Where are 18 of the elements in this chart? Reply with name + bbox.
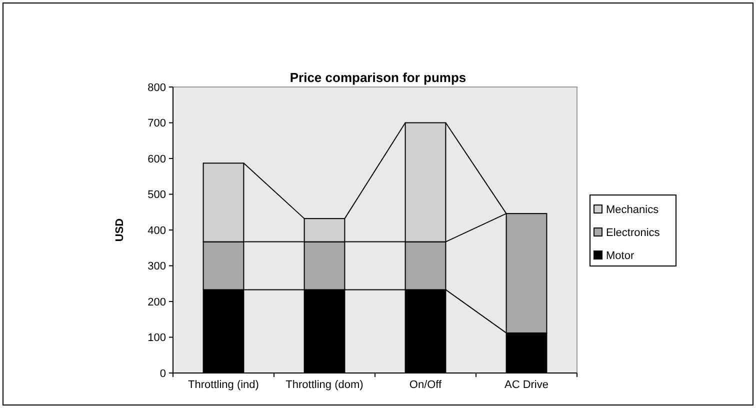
y-tick-label: 700 [148, 118, 166, 130]
y-tick-label: 400 [148, 224, 166, 237]
x-tick-label: On/Off [409, 379, 443, 391]
y-tick-label: 200 [148, 296, 166, 308]
legend-label: Electronics [606, 226, 660, 239]
y-tick-label: 0 [160, 368, 166, 380]
y-tick-label: 100 [148, 332, 166, 344]
y-tick-label: 800 [148, 82, 166, 94]
chart-title: Price comparison for pumps [290, 70, 466, 85]
x-tick-label: Throttling (ind) [188, 379, 259, 391]
legend-label: Motor [606, 250, 634, 262]
x-tick-label: AC Drive [504, 379, 549, 391]
y-tick-label: 500 [148, 189, 166, 202]
legend-label: Mechanics [606, 204, 660, 216]
x-tick-label: Throttling (dom) [286, 379, 364, 391]
y-axis-title: USD [114, 218, 126, 242]
y-tick-label: 300 [148, 260, 166, 273]
y-tick-label: 600 [148, 153, 166, 166]
